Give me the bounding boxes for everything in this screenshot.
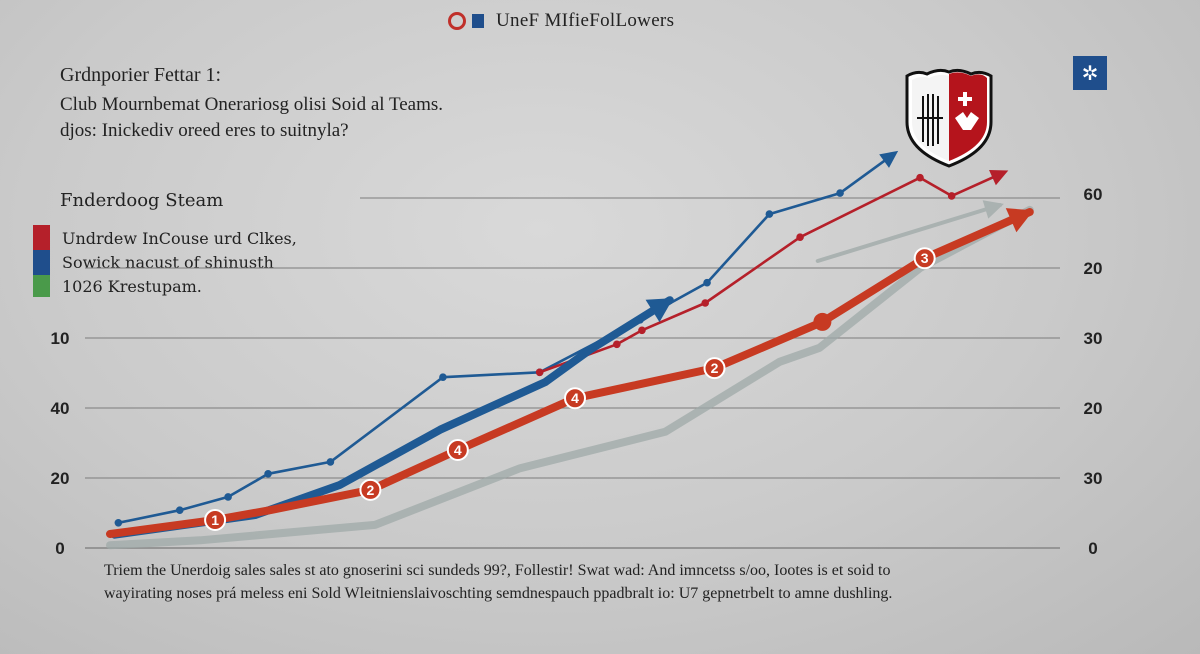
data-point [264, 470, 272, 478]
right-tick-label: 30 [1084, 329, 1103, 348]
right-tick-label: 20 [1084, 399, 1103, 418]
shield-logo [905, 68, 993, 168]
series-line-4 [110, 296, 674, 539]
right-tick-label: 0 [1088, 539, 1097, 558]
series-line-2 [106, 205, 1034, 550]
data-point [947, 192, 956, 200]
data-label-marker [359, 478, 382, 501]
data-point [765, 210, 774, 218]
data-point [439, 373, 447, 382]
legend-swatch-blue [33, 250, 50, 275]
data-point [535, 368, 544, 377]
data-point [813, 312, 832, 331]
legend-entry: Undrdew InCouse urd Clkes, [62, 229, 297, 248]
left-tick-label: 40 [51, 399, 70, 418]
data-label-marker [564, 387, 586, 410]
caption-line: Triem the Unerdoig sales sales st ato gn… [104, 562, 891, 579]
data-point [701, 299, 709, 307]
subtitle-heading: Grdnporier Fettar 1: [60, 64, 222, 86]
data-label: 3 [921, 250, 929, 266]
subtitle-line: djos: Inickediv oreed eres to suitnyla? [60, 120, 349, 141]
data-point [175, 506, 184, 514]
series-arrowhead [879, 150, 899, 168]
legend-text: Undrdew InCouse urd Clkes, Sowick nacust… [62, 227, 297, 299]
data-label-marker [703, 357, 726, 380]
series-arrowhead [1005, 208, 1034, 233]
caption-line: wayirating noses prá meless eni Sold Wle… [104, 585, 893, 602]
legend-color-bars [33, 225, 50, 297]
chart-caption: Triem the Unerdoig sales sales st ato gn… [104, 559, 892, 605]
data-label: 4 [571, 390, 579, 406]
series-arrowhead [989, 169, 1009, 186]
data-point [224, 493, 232, 501]
legend-entry: Sowick nacust of shinusth [62, 253, 274, 272]
data-point [796, 233, 804, 241]
red-ring-marker [448, 12, 466, 30]
data-point [916, 173, 924, 182]
data-label-marker [204, 509, 227, 531]
series-arrowhead [982, 200, 1004, 219]
series-line-3 [815, 203, 1003, 263]
data-label-marker [913, 247, 936, 270]
header-legend: UneF MIfieFolLowers [448, 10, 674, 32]
logo-badge-icon: ✲ [1073, 56, 1107, 90]
legend-entry: 1026 Krestupam. [62, 277, 202, 296]
blue-square-marker [472, 14, 484, 28]
chart-header-title: UneF MIfieFolLowers [496, 10, 675, 31]
series-line-5 [106, 208, 1034, 538]
left-tick-label: 0 [55, 539, 64, 558]
data-label: 1 [211, 512, 219, 528]
left-tick-label: 10 [51, 329, 70, 348]
series-arrowhead [645, 298, 674, 323]
series-line-0 [117, 151, 897, 525]
series-line-1 [538, 170, 1006, 374]
data-point [114, 519, 123, 527]
subtitle-line: Club Mournbemat Onerariosg olisi Soid al… [60, 94, 444, 115]
data-label-marker [446, 439, 469, 461]
data-label: 2 [711, 360, 719, 376]
right-tick-label: 60 [1084, 185, 1103, 204]
subtitle-block: Grdnporier Fettar 1: Club Mournbemat One… [60, 62, 443, 144]
data-point [703, 278, 711, 287]
right-tick-label: 20 [1084, 259, 1103, 278]
data-label: 4 [454, 442, 462, 458]
data-point [613, 340, 621, 349]
left-tick-label: 20 [51, 469, 70, 488]
right-tick-label: 30 [1084, 469, 1103, 488]
data-point [638, 326, 646, 335]
data-label: 2 [367, 482, 375, 498]
legend-swatch-red [33, 225, 50, 250]
data-point [836, 189, 844, 197]
legend-title: Fnderdoog Steam [60, 190, 224, 211]
legend-swatch-green [33, 275, 50, 297]
data-point [326, 458, 335, 466]
